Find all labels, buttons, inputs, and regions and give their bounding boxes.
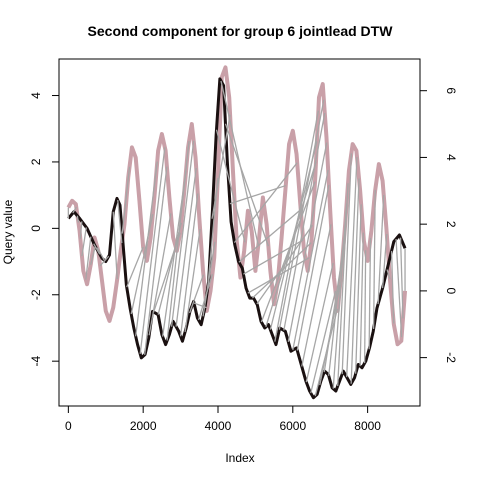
y-left-tick-label: -2: [29, 289, 43, 300]
x-tick-label: 8000: [354, 419, 381, 433]
alignment-line: [233, 162, 298, 244]
y-axis-right: -2 0 2 4 6: [419, 87, 458, 363]
alignment-line: [350, 178, 360, 384]
y-right-tick-label: 0: [444, 288, 458, 295]
alignment-lines: [67, 80, 406, 397]
alignment-line: [170, 140, 195, 327]
plot-area: [66, 65, 408, 400]
y-left-tick-label: -4: [29, 356, 43, 367]
alignment-line: [144, 166, 168, 355]
plot-frame: [58, 58, 421, 407]
alignment-line: [148, 213, 172, 336]
alignment-line: [211, 114, 231, 219]
alignment-line: [305, 262, 334, 383]
alignment-line: [381, 233, 388, 289]
alignment-line: [224, 123, 269, 247]
alignment-line: [355, 204, 362, 374]
alignment-line: [346, 156, 358, 378]
alignment-line: [301, 224, 332, 367]
alignment-line: [390, 250, 395, 324]
x-tick-label: 4000: [205, 419, 232, 433]
x-tick-label: 6000: [279, 419, 306, 433]
alignment-line: [188, 274, 204, 314]
alignment-line: [278, 99, 325, 330]
alignment-line: [184, 228, 201, 333]
alignment-line: [81, 227, 87, 257]
alignment-line: [117, 200, 123, 244]
alignment-line: [287, 142, 328, 343]
alignment-line: [251, 242, 312, 299]
alignment-line: [166, 141, 190, 341]
alignment-line: [139, 147, 166, 354]
y-left-tick-label: 2: [29, 158, 43, 165]
alignment-line: [135, 161, 158, 337]
alignment-line: [96, 247, 105, 261]
alignment-line: [90, 246, 96, 265]
alignment-line: [341, 153, 353, 375]
y-right-tick-label: -2: [444, 352, 458, 363]
x-tick-label: 0: [65, 419, 72, 433]
alignment-line: [126, 246, 144, 288]
alignment-line: [386, 269, 391, 280]
alignment-line: [76, 215, 80, 223]
alignment-line: [121, 166, 131, 234]
y-left-tick-label: 4: [29, 92, 43, 99]
alignment-line: [368, 237, 372, 350]
alignment-line: [399, 237, 404, 319]
y-right-tick-label: 6: [444, 87, 458, 94]
alignment-line: [112, 211, 118, 280]
alignment-line: [79, 221, 83, 239]
x-axis-title: Index: [225, 451, 254, 465]
alignment-line: [359, 232, 364, 367]
alignment-line: [99, 255, 110, 267]
x-tick-label: 2000: [130, 419, 157, 433]
query-series-line: [67, 77, 407, 400]
alignment-line: [363, 250, 367, 364]
chart-title: Second component for group 6 jointlead D…: [88, 23, 394, 39]
alignment-line: [215, 129, 246, 243]
y-right-tick-label: 4: [444, 154, 458, 161]
alignment-line: [157, 222, 182, 315]
alignment-line: [372, 189, 376, 329]
alignment-line: [85, 236, 92, 280]
alignment-line: [337, 183, 349, 387]
alignment-line: [238, 209, 302, 263]
y-left-tick-label: 0: [29, 225, 43, 232]
y-right-tick-label: 2: [444, 221, 458, 228]
alignment-line: [274, 110, 320, 342]
alignment-line: [93, 243, 101, 255]
alignment-line: [283, 112, 326, 331]
alignment-line: [377, 194, 385, 305]
alignment-line: [332, 203, 348, 389]
alignment-line: [179, 193, 199, 337]
y-axis-title: Query value: [1, 199, 15, 264]
reference-series-line: [66, 65, 408, 347]
alignment-line: [296, 184, 330, 351]
alignment-line: [395, 238, 403, 338]
y-axis-left: -4 -2 0 2 4: [29, 92, 60, 367]
alignment-line: [310, 290, 337, 394]
alignment-line: [175, 167, 197, 327]
alignment-line: [292, 169, 329, 351]
x-axis: 0 2000 4000 6000 8000: [65, 405, 381, 433]
alignment-line: [72, 206, 77, 214]
alignment-line: [328, 235, 345, 376]
